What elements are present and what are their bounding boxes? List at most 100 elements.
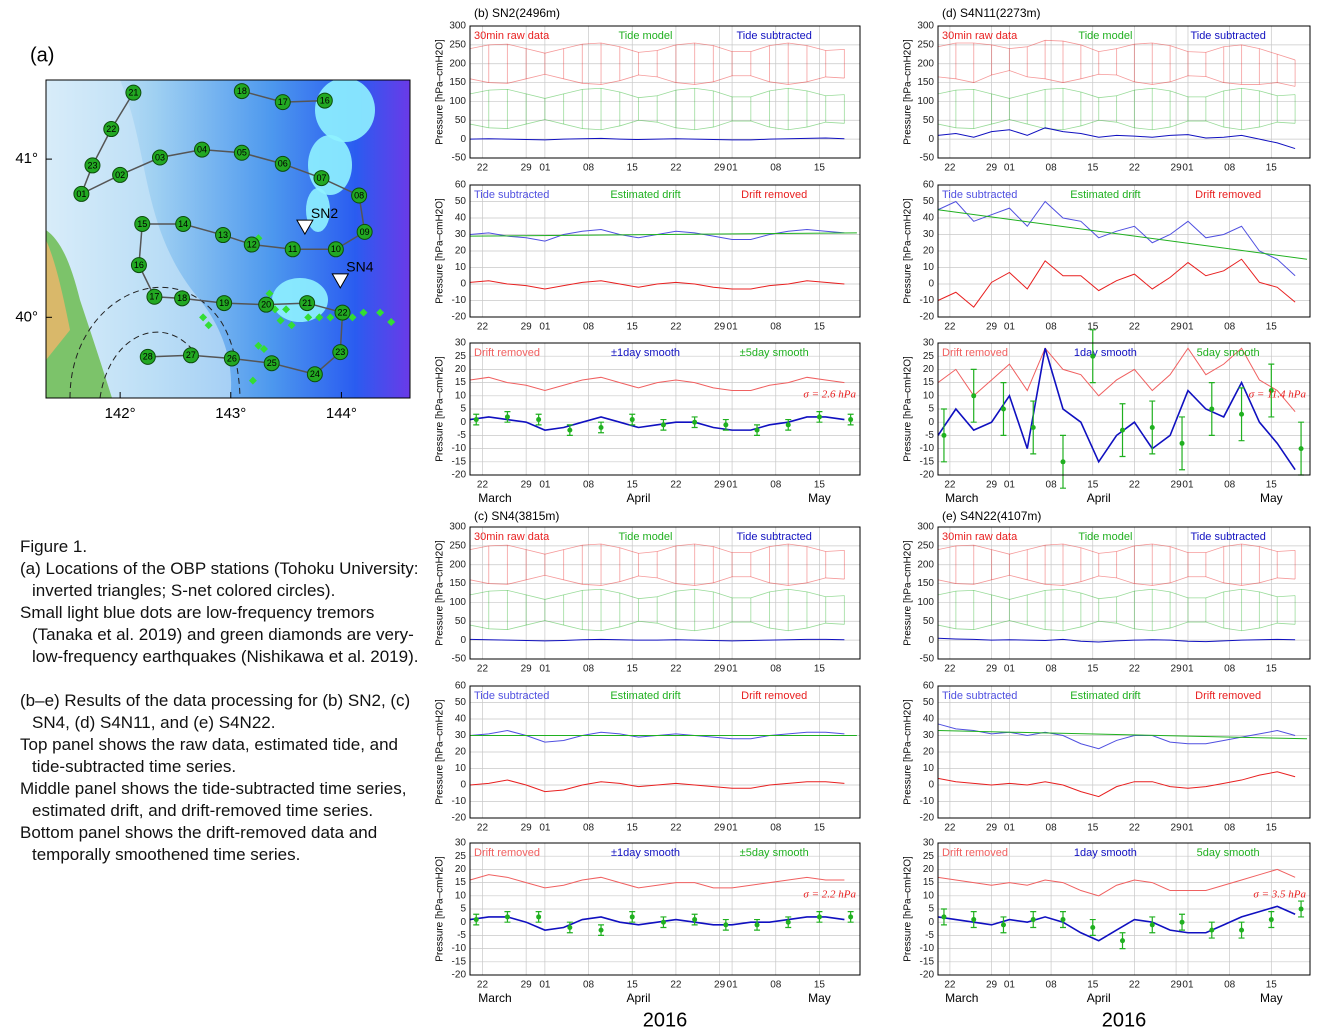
x-tick-label: 15 [1087, 823, 1099, 834]
x-tick-label: 15 [1266, 480, 1278, 491]
month-label: March [478, 991, 511, 1005]
month-label: April [626, 491, 650, 505]
y-tick-label: -10 [452, 443, 467, 454]
smooth-point [1150, 922, 1155, 927]
smooth-point [786, 920, 791, 925]
legend-label: ±1day smooth [611, 847, 680, 859]
y-tick-label: 0 [460, 780, 466, 791]
station-label: 08 [354, 190, 364, 200]
y-tick-label: 20 [455, 246, 467, 257]
legend-label: Drift removed [474, 347, 540, 359]
figure: (a) 142°143°144°40°41°181716212223010203… [0, 0, 1334, 1033]
month-label: March [945, 991, 978, 1005]
y-tick-label: -10 [920, 943, 935, 954]
caption-line: Top panel shows the raw data, estimated … [20, 734, 432, 778]
y-tick-label: 30 [923, 229, 935, 240]
station-label: 19 [219, 298, 229, 308]
sigma-annotation: σ = 11.4 hPa [1249, 389, 1307, 401]
smooth-point [941, 914, 946, 919]
x-tick-label: 08 [583, 664, 595, 675]
y-tick-label: 41° [15, 150, 38, 167]
x-tick-label: 15 [1266, 163, 1278, 174]
smooth-point [567, 925, 572, 930]
legend-label: Tide subtracted [942, 690, 1017, 702]
y-tick-label: 0 [928, 417, 934, 428]
x-tick-label: 15 [627, 480, 639, 491]
smooth-point [1209, 407, 1214, 412]
legend-label: Drift removed [942, 347, 1008, 359]
caption-line: Figure 1. [20, 536, 432, 558]
legend-label: Estimated drift [1070, 189, 1140, 201]
x-tick-label: 01 [1182, 480, 1194, 491]
y-tick-label: 30 [455, 730, 467, 741]
x-tick-label: 22 [1129, 322, 1141, 333]
station-label: 07 [316, 173, 326, 183]
x-tick-label: 01 [1004, 664, 1016, 675]
x-tick-label: 01 [1004, 480, 1016, 491]
station-label: 11 [288, 244, 297, 254]
x-tick-label: 08 [770, 480, 782, 491]
smooth-point [1209, 928, 1214, 933]
legend-label: 30min raw data [474, 30, 550, 42]
x-tick-label: 29 [986, 163, 998, 174]
legend-label: Tide subtracted [942, 189, 1017, 201]
y-tick-label: 150 [917, 578, 934, 589]
x-tick-label: 29 [714, 664, 726, 675]
legend-label: Tide subtracted [736, 30, 811, 42]
caption: Figure 1.(a) Locations of the OBP statio… [20, 536, 432, 866]
station-label: 24 [310, 369, 320, 379]
smooth-point [474, 417, 479, 422]
panel-title: (c) SN4(3815m) [474, 509, 559, 523]
smooth-point [1060, 459, 1065, 464]
legend-label: ±1day smooth [611, 347, 680, 359]
x-tick-label: 22 [477, 163, 489, 174]
x-tick-label: 29 [986, 480, 998, 491]
y-tick-label: 50 [923, 196, 935, 207]
station-label: 09 [360, 227, 370, 237]
smooth-point [1239, 928, 1244, 933]
caption-line: (b–e) Results of the data processing for… [20, 690, 432, 734]
smooth-point [786, 422, 791, 427]
x-tick-label: 29 [1171, 322, 1183, 333]
y-tick-label: 5 [460, 904, 466, 915]
legend-label: Tide model [1078, 531, 1132, 543]
y-tick-label: 30 [455, 338, 467, 349]
x-tick-label: 15 [627, 664, 639, 675]
x-tick-label: 08 [1224, 823, 1236, 834]
station-label: 12 [247, 239, 257, 249]
x-tick-label: 22 [477, 980, 489, 991]
y-tick-label: -10 [920, 443, 935, 454]
smooth-point [505, 914, 510, 919]
y-axis-label: Pressure [hPa–cmH2O] [903, 198, 914, 304]
y-tick-label: 0 [460, 279, 466, 290]
x-tick-label: 01 [727, 980, 739, 991]
x-tick-label: 22 [1129, 664, 1141, 675]
smooth-point [755, 428, 760, 433]
x-tick-label: 08 [583, 823, 595, 834]
y-tick-label: -20 [452, 470, 467, 481]
caption-line: (a) Locations of the OBP stations (Tohok… [20, 558, 432, 602]
y-tick-label: 0 [928, 134, 934, 145]
smooth-point [755, 922, 760, 927]
smooth-point [723, 422, 728, 427]
x-tick-label: 29 [521, 664, 533, 675]
x-tick-label: 15 [1087, 163, 1099, 174]
station-label: 18 [177, 293, 187, 303]
x-tick-label: 29 [714, 322, 726, 333]
y-tick-label: 25 [455, 851, 467, 862]
y-axis-label: Pressure [hPa–cmH2O] [435, 856, 446, 962]
y-tick-label: 20 [923, 864, 935, 875]
x-tick-label: 01 [1004, 163, 1016, 174]
obp-label: SN4 [346, 259, 373, 275]
x-tick-label: 29 [1171, 480, 1183, 491]
x-tick-label: 22 [670, 980, 682, 991]
y-tick-label: -10 [452, 295, 467, 306]
legend-label: Tide model [618, 531, 672, 543]
smooth-point [817, 414, 822, 419]
smooth-point [1001, 407, 1006, 412]
smooth-point [1090, 354, 1095, 359]
x-tick-label: 22 [944, 480, 956, 491]
x-tick-label: 01 [1182, 980, 1194, 991]
x-tick-label: 15 [1266, 823, 1278, 834]
x-tick-label: 29 [1171, 980, 1183, 991]
